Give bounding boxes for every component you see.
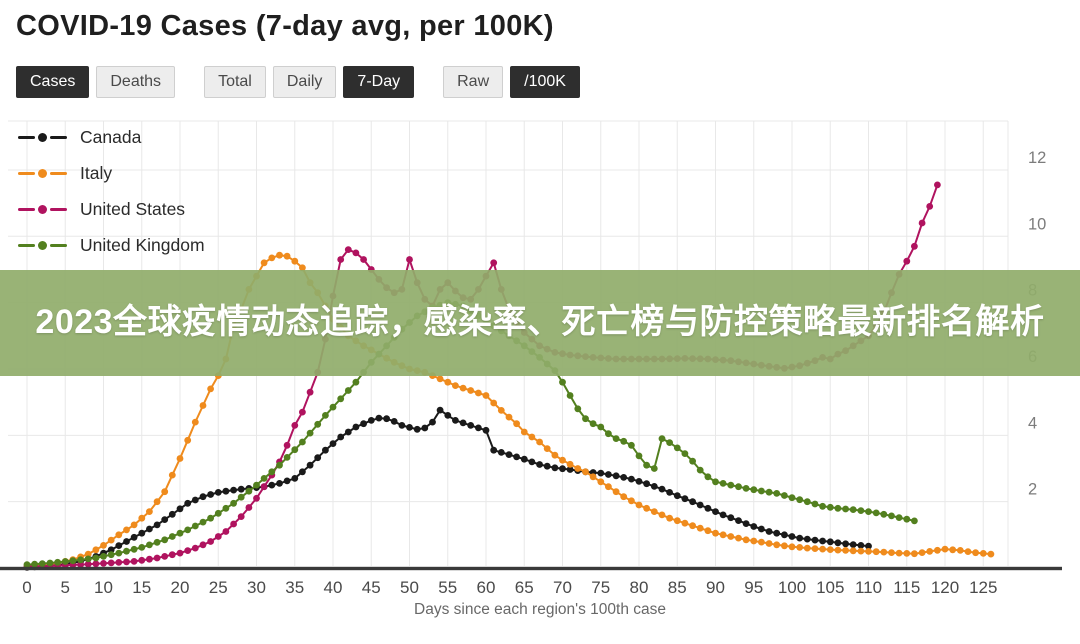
overlay-banner: 2023全球疫情动态追踪，感染率、死亡榜与防控策略最新排名解析 <box>0 270 1080 376</box>
legend-line-icon <box>50 243 67 248</box>
svg-text:5: 5 <box>61 578 70 597</box>
svg-text:20: 20 <box>171 578 190 597</box>
toggle-deaths-button[interactable]: Deaths <box>96 66 176 99</box>
legend-dot-icon <box>38 241 47 250</box>
svg-text:30: 30 <box>247 578 266 597</box>
svg-text:2: 2 <box>1028 481 1037 499</box>
legend-item-canada: Canada <box>18 126 205 149</box>
svg-text:65: 65 <box>515 578 534 597</box>
svg-text:80: 80 <box>630 578 649 597</box>
legend-line-icon <box>18 135 35 140</box>
toggle-daily-button[interactable]: Daily <box>272 66 337 99</box>
legend-line-icon <box>18 207 35 212</box>
legend-line-icon <box>18 171 35 176</box>
toggle-7-day-button[interactable]: 7-Day <box>343 66 415 99</box>
svg-text:50: 50 <box>400 578 419 597</box>
svg-text:115: 115 <box>893 578 920 597</box>
toggle-100k-button[interactable]: /100K <box>510 66 580 99</box>
svg-text:75: 75 <box>591 578 610 597</box>
svg-text:125: 125 <box>969 578 997 597</box>
legend-label: Italy <box>80 163 113 183</box>
svg-text:10: 10 <box>1028 215 1046 233</box>
svg-text:10: 10 <box>94 578 113 597</box>
page-title: COVID-19 Cases (7-day avg, per 100K) <box>16 10 554 42</box>
legend-label: Canada <box>80 127 142 147</box>
svg-text:15: 15 <box>132 578 151 597</box>
x-axis-title: Days since each region's 100th case <box>414 601 666 618</box>
control-group: Raw/100K <box>443 66 587 99</box>
svg-text:110: 110 <box>855 578 882 597</box>
svg-text:85: 85 <box>668 578 687 597</box>
svg-text:95: 95 <box>744 578 763 597</box>
control-group: Cases Deaths <box>16 66 182 99</box>
toggle-total-button[interactable]: Total <box>204 66 266 99</box>
legend-dot-icon <box>38 169 47 178</box>
chart-controls-toolbar: Cases Deaths Total Daily 7-Day Raw/100K <box>16 66 609 99</box>
legend-dot-icon <box>38 205 47 214</box>
svg-text:55: 55 <box>438 578 457 597</box>
svg-text:60: 60 <box>477 578 496 597</box>
legend-item-united-states: United States <box>18 198 205 221</box>
legend-dot-icon <box>38 133 47 142</box>
x-axis-line <box>0 566 1062 571</box>
svg-text:120: 120 <box>931 578 959 597</box>
control-group: Total Daily 7-Day <box>204 66 421 99</box>
legend-label: United States <box>80 199 186 219</box>
legend-item-united-kingdom: United Kingdom <box>18 234 205 257</box>
toggle-raw-button[interactable]: Raw <box>443 66 504 99</box>
svg-text:105: 105 <box>816 578 844 597</box>
svg-text:35: 35 <box>285 578 304 597</box>
svg-text:40: 40 <box>324 578 343 597</box>
svg-text:100: 100 <box>778 578 806 597</box>
x-axis-tick-labels: 0 5 10 15 20 25 30 35 40 45 50 55 60 65 70 75 80 85 90 95 10… <box>22 578 997 597</box>
legend-label: United Kingdom <box>80 235 205 255</box>
legend-line-icon <box>18 243 35 248</box>
legend-line-icon <box>50 135 67 140</box>
svg-text:0: 0 <box>22 578 31 597</box>
series-canada <box>23 406 872 571</box>
svg-text:90: 90 <box>706 578 725 597</box>
svg-text:70: 70 <box>553 578 572 597</box>
svg-text:12: 12 <box>1028 149 1046 167</box>
banner-headline: 2023全球疫情动态追踪，感染率、死亡榜与防控策略最新排名解析 <box>35 303 1045 342</box>
legend-item-italy: Italy <box>18 162 205 185</box>
legend-line-icon <box>50 171 67 176</box>
toggle-cases-button[interactable]: Cases <box>16 66 90 99</box>
svg-text:25: 25 <box>209 578 228 597</box>
chart-legend: Canada Italy United States United Kingdom <box>18 126 205 270</box>
legend-line-icon <box>50 207 67 212</box>
svg-text:45: 45 <box>362 578 381 597</box>
svg-text:4: 4 <box>1028 414 1037 432</box>
